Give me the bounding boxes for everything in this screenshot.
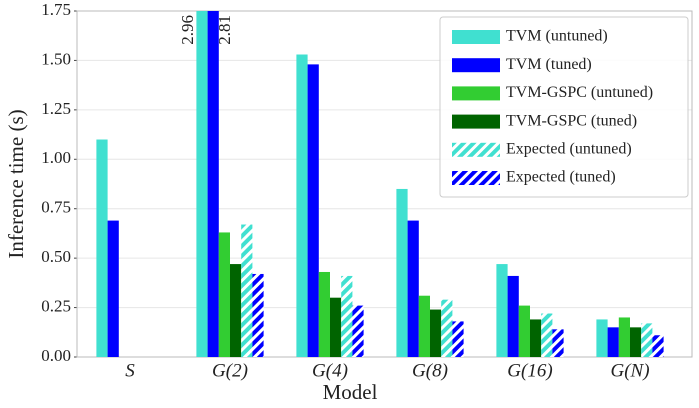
bar [418, 295, 430, 357]
bar [652, 335, 664, 357]
x-axis-label: Model [323, 380, 378, 404]
legend-label: TVM-GSPC (tuned) [506, 112, 637, 129]
bar [207, 11, 219, 357]
bar [230, 264, 242, 357]
legend-swatch [452, 58, 500, 73]
bar [330, 297, 342, 357]
x-tick-label: G(2) [212, 360, 248, 381]
y-axis-label: Inference time (s) [4, 109, 28, 258]
bar [107, 220, 119, 357]
y-tick-label: 0.75 [41, 198, 71, 217]
bar [607, 327, 619, 357]
bar [318, 271, 330, 357]
bar [441, 299, 453, 357]
legend-swatch [452, 171, 500, 185]
legend-swatch [452, 142, 500, 157]
bar [341, 275, 353, 357]
bar [530, 319, 542, 357]
bars [96, 11, 664, 357]
bar [541, 313, 553, 357]
bar [96, 139, 108, 357]
x-tick-label: G(16) [507, 360, 552, 381]
plot-frame [76, 10, 693, 358]
bar [596, 319, 608, 357]
bar [630, 327, 642, 357]
y-tick-label: 1.75 [41, 0, 71, 19]
bar [552, 329, 564, 357]
legend-label: TVM-GSPC (untuned) [506, 84, 653, 101]
value-label: 2.96 [178, 15, 197, 45]
legend-swatch [452, 86, 500, 101]
bar [196, 11, 208, 357]
y-tick-label: 1.00 [41, 148, 71, 167]
legend-label: TVM (untuned) [506, 28, 608, 45]
bar [252, 273, 264, 357]
x-tick-label: G(4) [312, 360, 348, 381]
y-tick-label: 0.50 [41, 247, 71, 266]
bar [241, 224, 253, 357]
y-tick-label: 0.25 [41, 296, 71, 315]
bar [218, 232, 230, 357]
bar [518, 305, 530, 357]
y-tick-label: 0.00 [41, 346, 71, 365]
bar [496, 264, 508, 357]
y-tick-label: 1.25 [41, 99, 71, 118]
legend-swatch [452, 114, 500, 129]
legend-swatch [452, 30, 500, 44]
x-tick-label: G(8) [412, 360, 448, 381]
bar [407, 220, 419, 357]
bar [618, 317, 630, 357]
bar [641, 323, 653, 357]
bar [507, 275, 519, 357]
legend-label: Expected (untuned) [506, 140, 632, 157]
x-tick-label: S [125, 360, 135, 381]
y-tick-label: 1.50 [41, 49, 71, 68]
bar [296, 54, 308, 357]
bar [307, 64, 319, 357]
legend-box [439, 16, 689, 198]
bar [430, 309, 442, 357]
bar [396, 188, 408, 357]
grid [77, 10, 692, 358]
value-label: 2.81 [215, 15, 234, 45]
x-tick-label: G(N) [610, 360, 649, 381]
legend-label: Expected (tuned) [506, 169, 616, 186]
legend-label: TVM (tuned) [506, 56, 592, 73]
bar [452, 321, 464, 357]
bar [352, 305, 364, 357]
